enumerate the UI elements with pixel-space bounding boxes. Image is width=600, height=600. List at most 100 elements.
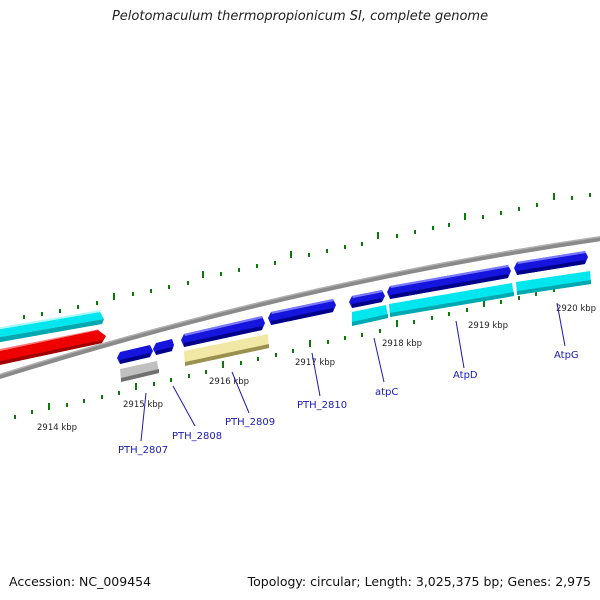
kbp-label: 2920 kbp	[556, 304, 596, 314]
gene-label-AtpG: AtpG	[554, 350, 579, 361]
tick-mark	[448, 223, 450, 227]
tick-mark	[518, 207, 520, 211]
tick-mark	[187, 281, 189, 285]
leader-line	[231, 371, 250, 414]
feature-cyan-left	[0, 310, 104, 343]
kbp-label: 2919 kbp	[468, 321, 508, 331]
tick-mark	[571, 196, 573, 200]
tick-mark	[153, 382, 155, 386]
tick-mark	[118, 391, 120, 395]
tick-mark	[240, 361, 242, 365]
tick-mark	[482, 215, 484, 219]
tick-mark	[274, 261, 276, 265]
tick-mark	[135, 383, 137, 390]
tick-mark	[553, 193, 555, 200]
tick-mark	[448, 312, 450, 316]
tick-mark	[518, 296, 520, 300]
gene-label-atpC: atpC	[375, 387, 398, 398]
tick-mark	[413, 320, 415, 324]
tick-mark	[101, 395, 103, 399]
kbp-label: 2915 kbp	[123, 400, 163, 410]
gene-label-PTH_2808: PTH_2808	[172, 431, 222, 442]
tick-mark	[466, 308, 468, 312]
tick-mark	[31, 410, 33, 414]
tick-mark	[132, 292, 134, 296]
kbp-label: 2916 kbp	[209, 377, 249, 387]
gene-PTH_2809	[181, 316, 265, 347]
tick-mark	[170, 378, 172, 382]
tick-mark	[96, 301, 98, 305]
tick-mark	[238, 268, 240, 272]
tick-mark	[168, 285, 170, 289]
tick-mark	[464, 213, 466, 220]
gene-label-PTH_2809: PTH_2809	[225, 417, 275, 428]
leader-line	[311, 352, 321, 397]
gene-label-AtpD: AtpD	[453, 370, 478, 381]
tick-mark	[205, 370, 207, 374]
tick-mark	[290, 251, 292, 258]
tick-mark	[432, 226, 434, 230]
genome-summary: Topology: circular; Length: 3,025,375 bp…	[247, 574, 591, 589]
tick-mark	[188, 374, 190, 378]
tick-mark	[396, 234, 398, 238]
genome-backbone	[0, 236, 600, 380]
gene-PTH_2808	[153, 339, 174, 355]
tick-mark	[77, 305, 79, 309]
tick-mark	[23, 315, 25, 319]
leader-line	[556, 302, 566, 347]
tick-mark	[257, 357, 259, 361]
leader-line	[455, 320, 465, 369]
gene-AtpD	[387, 265, 511, 299]
tick-mark	[222, 361, 224, 368]
tick-mark	[500, 211, 502, 215]
tick-mark	[66, 403, 68, 407]
gene-label-PTH_2807: PTH_2807	[118, 445, 168, 456]
kbp-label: 2917 kbp	[295, 358, 335, 368]
tick-mark	[396, 320, 398, 327]
feature-cyan-AtpG	[516, 271, 591, 295]
tick-mark	[344, 245, 346, 249]
gene-atpC	[349, 290, 385, 308]
outer-ticks	[23, 193, 591, 319]
feature-gray	[120, 361, 159, 382]
tick-mark	[327, 340, 329, 344]
tick-mark	[308, 253, 310, 257]
tick-mark	[256, 264, 258, 268]
tick-mark	[535, 292, 537, 296]
tick-mark	[377, 232, 379, 239]
tick-mark	[414, 230, 416, 234]
gene-PTH_2810	[268, 299, 336, 325]
tick-mark	[309, 340, 311, 347]
tick-mark	[292, 349, 294, 353]
tick-mark	[344, 336, 346, 340]
genome-title: Pelotomaculum thermopropionicum SI, comp…	[111, 9, 489, 24]
kbp-label: 2914 kbp	[37, 423, 77, 433]
tick-mark	[220, 272, 222, 276]
tick-mark	[14, 415, 16, 419]
feature-khaki	[184, 334, 269, 366]
tick-mark	[589, 193, 591, 197]
feature-cyan-atpC	[352, 305, 388, 326]
gene-label-PTH_2810: PTH_2810	[297, 400, 347, 411]
feature-cyan-AtpD	[389, 283, 514, 317]
leader-line	[172, 385, 196, 427]
tick-mark	[275, 353, 277, 357]
tick-mark	[202, 271, 204, 278]
leader-lines	[140, 302, 566, 442]
tick-mark	[361, 333, 363, 337]
tick-mark	[41, 312, 43, 316]
tick-mark	[83, 399, 85, 403]
kbp-label: 2918 kbp	[382, 339, 422, 349]
tick-mark	[431, 316, 433, 320]
inner-ticks	[14, 280, 590, 419]
feature-red-left	[0, 329, 106, 365]
tick-mark	[326, 249, 328, 253]
accession-label: Accession: NC_009454	[9, 574, 152, 589]
tick-mark	[361, 242, 363, 246]
gene-AtpG	[514, 251, 588, 275]
tick-mark	[113, 293, 115, 300]
tick-mark	[379, 329, 381, 333]
tick-mark	[500, 300, 502, 304]
tick-mark	[553, 288, 555, 292]
